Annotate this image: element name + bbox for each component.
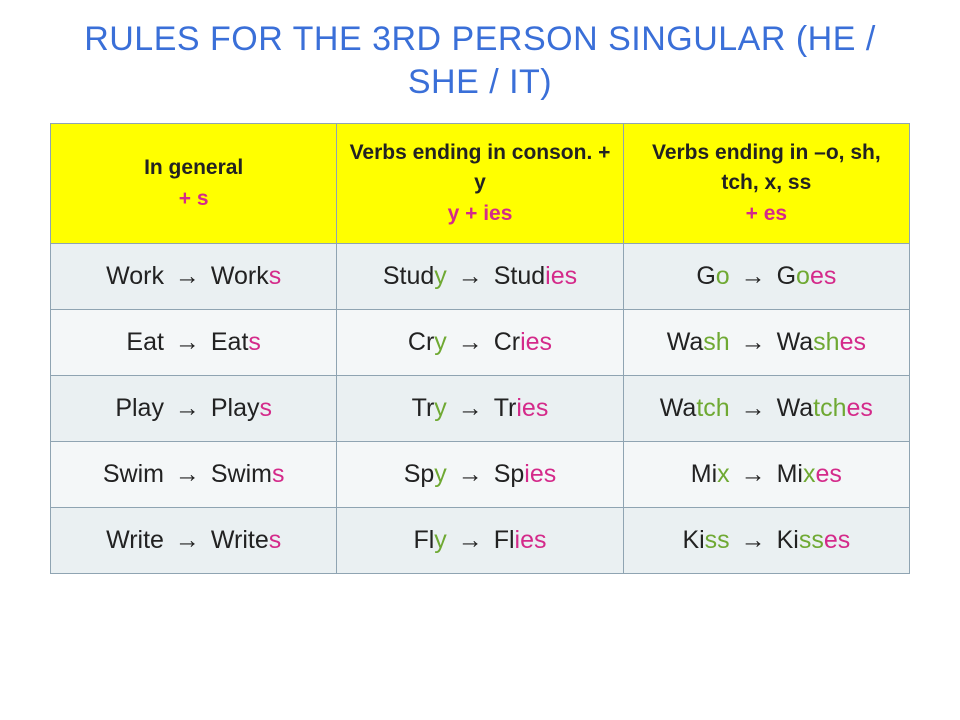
example-cell: Wash → Washes <box>623 310 909 376</box>
example-cell: Eat → Eats <box>51 310 337 376</box>
arrow-icon: → <box>447 526 494 554</box>
arrow-icon: → <box>164 262 211 290</box>
example-cell: Spy → Spies <box>337 442 623 508</box>
col-header-line1: In general <box>59 153 328 183</box>
example-cell: Fly → Flies <box>337 508 623 574</box>
arrow-icon: → <box>730 526 777 554</box>
col-header-line1: Verbs ending in conson. + y <box>345 138 614 199</box>
col-header-rule: + s <box>59 184 328 214</box>
table-row: Swim → SwimsSpy → SpiesMix → Mixes <box>51 442 910 508</box>
col-header-line1: Verbs ending in –o, sh, tch, x, ss <box>632 138 901 199</box>
example-cell: Swim → Swims <box>51 442 337 508</box>
arrow-icon: → <box>447 394 494 422</box>
example-cell: Try → Tries <box>337 376 623 442</box>
arrow-icon: → <box>164 460 211 488</box>
col-header-conson-y: Verbs ending in conson. + yy + ies <box>337 124 623 244</box>
table-row: Eat → EatsCry → CriesWash → Washes <box>51 310 910 376</box>
arrow-icon: → <box>447 460 494 488</box>
page-title: RULES FOR THE 3RD PERSON SINGULAR (HE / … <box>50 18 910 103</box>
arrow-icon: → <box>447 262 494 290</box>
example-cell: Play → Plays <box>51 376 337 442</box>
table-row: Work → WorksStudy → StudiesGo → Goes <box>51 244 910 310</box>
arrow-icon: → <box>730 460 777 488</box>
col-header-general: In general+ s <box>51 124 337 244</box>
example-cell: Watch → Watches <box>623 376 909 442</box>
col-header-rule: + es <box>632 199 901 229</box>
example-cell: Write → Writes <box>51 508 337 574</box>
arrow-icon: → <box>730 394 777 422</box>
arrow-icon: → <box>730 262 777 290</box>
table-row: Write → WritesFly → FliesKiss → Kisses <box>51 508 910 574</box>
arrow-icon: → <box>447 328 494 356</box>
arrow-icon: → <box>164 526 211 554</box>
example-cell: Study → Studies <box>337 244 623 310</box>
example-cell: Mix → Mixes <box>623 442 909 508</box>
table-body: Work → WorksStudy → StudiesGo → GoesEat … <box>51 244 910 574</box>
arrow-icon: → <box>164 394 211 422</box>
col-header-o-sh-tch-x-ss: Verbs ending in –o, sh, tch, x, ss+ es <box>623 124 909 244</box>
table-row: Play → PlaysTry → TriesWatch → Watches <box>51 376 910 442</box>
example-cell: Cry → Cries <box>337 310 623 376</box>
rules-table: In general+ s Verbs ending in conson. + … <box>50 123 910 574</box>
example-cell: Go → Goes <box>623 244 909 310</box>
col-header-rule: y + ies <box>345 199 614 229</box>
table-header-row: In general+ s Verbs ending in conson. + … <box>51 124 910 244</box>
arrow-icon: → <box>164 328 211 356</box>
example-cell: Kiss → Kisses <box>623 508 909 574</box>
example-cell: Work → Works <box>51 244 337 310</box>
arrow-icon: → <box>730 328 777 356</box>
